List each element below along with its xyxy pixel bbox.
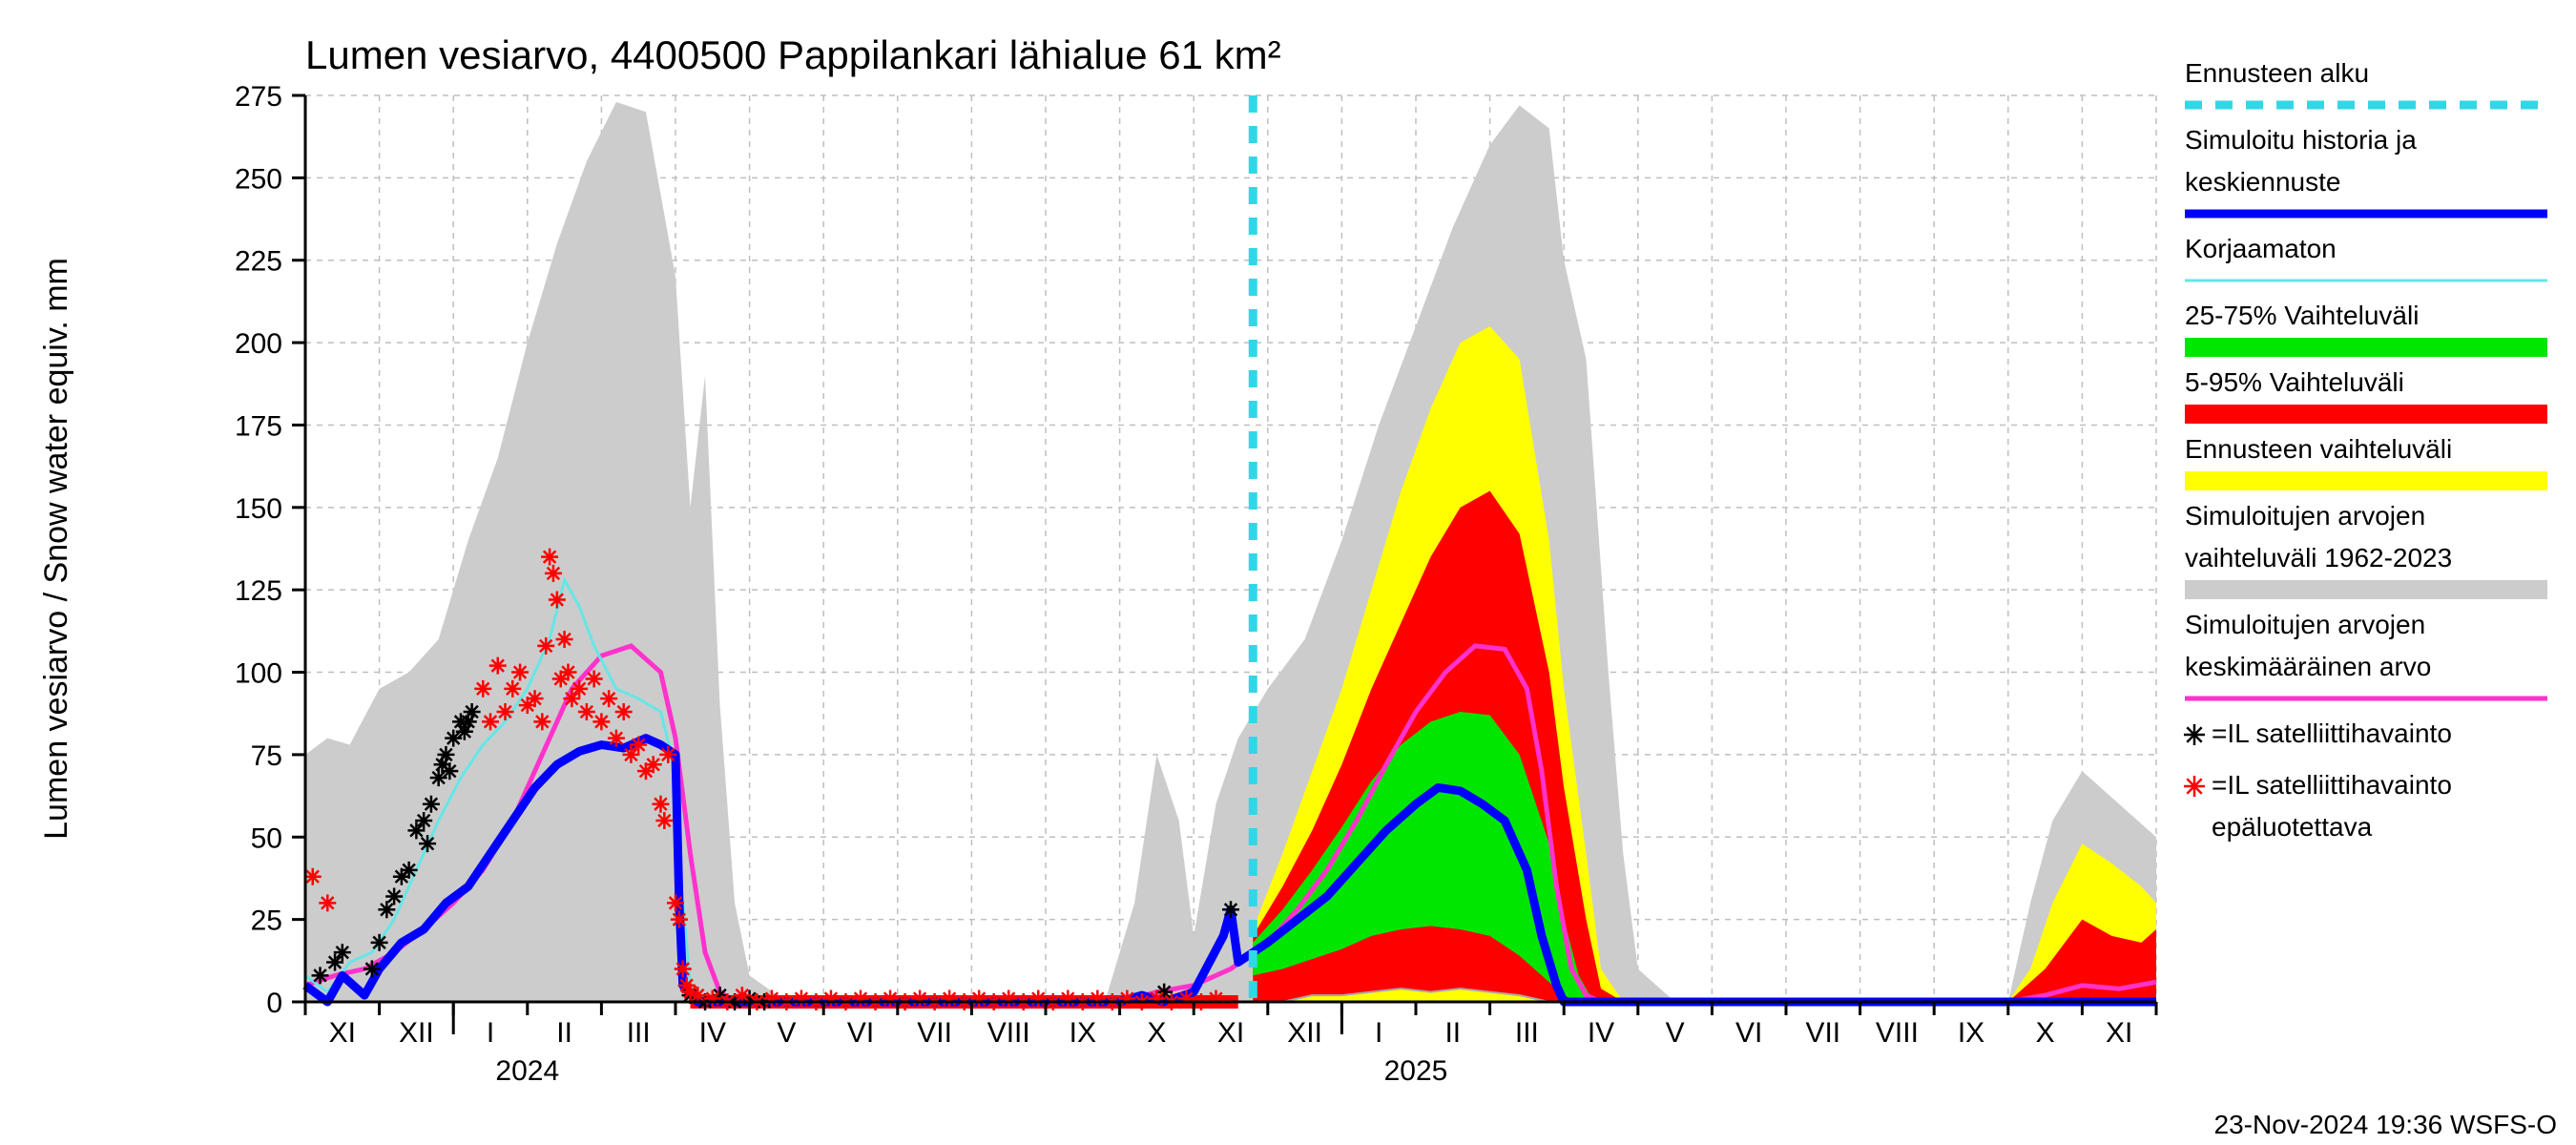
- y-axis-label: Lumen vesiarvo / Snow water equiv. mm: [38, 258, 74, 840]
- y-tick-label: 250: [235, 163, 282, 195]
- x-month-label: VI: [847, 1017, 874, 1049]
- legend-label: keskiennuste: [2185, 167, 2340, 197]
- x-month-label: VIII: [1876, 1017, 1919, 1049]
- legend-label: Korjaamaton: [2185, 234, 2337, 263]
- legend-label: keskimääräinen arvo: [2185, 652, 2431, 681]
- legend-label: Simuloitujen arvojen: [2185, 610, 2425, 639]
- legend-label: 25-75% Vaihteluväli: [2185, 301, 2419, 330]
- x-month-label: IX: [1070, 1017, 1096, 1049]
- x-month-label: VII: [1805, 1017, 1840, 1049]
- x-month-label: X: [2036, 1017, 2055, 1049]
- y-tick-label: 150: [235, 493, 282, 525]
- x-month-label: I: [1375, 1017, 1382, 1049]
- x-month-label: XII: [399, 1017, 434, 1049]
- chart-container: 0255075100125150175200225250275XIXIIIIII…: [0, 0, 2576, 1145]
- x-month-label: IX: [1958, 1017, 1984, 1049]
- y-tick-label: 275: [235, 81, 282, 113]
- x-month-label: XI: [1217, 1017, 1244, 1049]
- legend-label: 5-95% Vaihteluväli: [2185, 367, 2404, 397]
- x-month-label: II: [1444, 1017, 1461, 1049]
- x-month-label: IV: [699, 1017, 726, 1049]
- x-month-label: III: [1515, 1017, 1539, 1049]
- y-tick-label: 0: [266, 988, 282, 1019]
- x-month-label: V: [1666, 1017, 1685, 1049]
- x-month-label: II: [556, 1017, 572, 1049]
- x-year-label: 2025: [1384, 1055, 1448, 1087]
- x-year-label: 2024: [495, 1055, 559, 1087]
- x-month-label: X: [1147, 1017, 1166, 1049]
- x-month-label: I: [487, 1017, 494, 1049]
- x-month-label: III: [627, 1017, 651, 1049]
- legend-label: vaihteluväli 1962-2023: [2185, 543, 2452, 572]
- legend-label: Ennusteen vaihteluväli: [2185, 434, 2452, 464]
- y-tick-label: 25: [251, 906, 282, 937]
- x-month-label: VII: [917, 1017, 952, 1049]
- x-month-label: IV: [1588, 1017, 1614, 1049]
- legend-label: epäluotettava: [2212, 812, 2373, 842]
- x-month-label: V: [777, 1017, 796, 1049]
- x-month-label: XII: [1287, 1017, 1322, 1049]
- chart-svg: 0255075100125150175200225250275XIXIIIIII…: [0, 0, 2576, 1145]
- legend-label: =IL satelliittihavainto: [2212, 770, 2452, 800]
- legend-label: Simuloitu historia ja: [2185, 125, 2417, 155]
- y-tick-label: 225: [235, 246, 282, 278]
- x-month-label: XI: [2106, 1017, 2132, 1049]
- x-month-label: VIII: [987, 1017, 1030, 1049]
- legend-label: Simuloitujen arvojen: [2185, 501, 2425, 531]
- y-tick-label: 175: [235, 410, 282, 442]
- legend-label: =IL satelliittihavainto: [2212, 718, 2452, 748]
- legend-label: Ennusteen alku: [2185, 58, 2369, 88]
- footer-timestamp: 23-Nov-2024 19:36 WSFS-O: [2214, 1110, 2558, 1139]
- y-tick-label: 75: [251, 740, 282, 772]
- x-month-label: XI: [329, 1017, 356, 1049]
- x-month-label: VI: [1735, 1017, 1762, 1049]
- y-tick-label: 50: [251, 822, 282, 854]
- chart-title: Lumen vesiarvo, 4400500 Pappilankari läh…: [305, 32, 1281, 77]
- y-tick-label: 125: [235, 575, 282, 607]
- y-tick-label: 100: [235, 658, 282, 690]
- y-tick-label: 200: [235, 328, 282, 360]
